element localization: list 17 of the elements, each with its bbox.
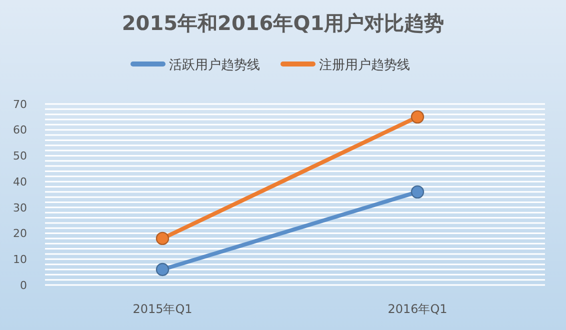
x-tick-label: 2016年Q1 — [388, 302, 448, 316]
chart-title: 2015年和2016年Q1用户对比趋势 — [122, 11, 444, 35]
point — [410, 110, 424, 124]
legend-label: 注册用户趋势线 — [319, 58, 410, 73]
point — [156, 262, 170, 276]
y-tick-label: 40 — [13, 175, 27, 188]
y-tick-label: 0 — [20, 278, 27, 292]
x-tick-label: 2015年Q1 — [132, 302, 192, 316]
y-tick-label: 10 — [13, 252, 27, 266]
legend-label: 活跃用户趋势线 — [169, 58, 260, 73]
point — [410, 185, 424, 199]
y-tick-label: 50 — [13, 150, 27, 163]
y-tick-label: 30 — [13, 201, 27, 214]
y-tick-label: 60 — [13, 124, 27, 137]
point — [156, 232, 170, 246]
y-tick-label: 70 — [13, 98, 27, 111]
y-tick-label: 20 — [13, 227, 27, 240]
